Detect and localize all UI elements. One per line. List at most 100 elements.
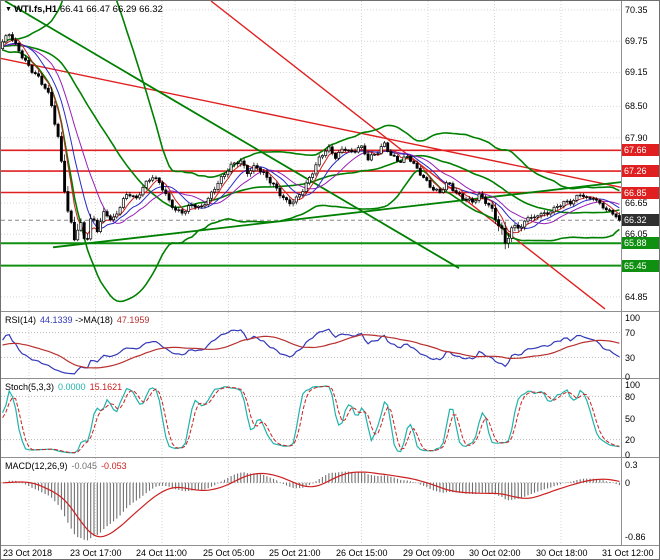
stoch-tick-label: 80 [625, 391, 636, 402]
ohlc-values: 66.41 66.47 66.29 66.32 [59, 4, 163, 15]
candle [59, 136, 63, 162]
candle [542, 212, 546, 215]
candle [565, 200, 569, 203]
candle [144, 180, 148, 188]
rsi-panel-chart[interactable] [1, 312, 660, 378]
candle [177, 209, 181, 211]
symbol-timeframe-label: WTI.fs,H1 [13, 4, 58, 15]
price-tick-label: 70.35 [625, 4, 648, 15]
price-level-label-66.32[interactable]: 66.32 [622, 214, 659, 226]
candle [164, 189, 168, 195]
stoch-panel-chart[interactable] [1, 379, 660, 457]
bollinger-lower [2, 49, 620, 303]
candle [268, 177, 272, 184]
trendline [1, 57, 622, 188]
candle [4, 35, 8, 43]
candle [317, 156, 321, 166]
price-level-label-67.26[interactable]: 67.26 [622, 165, 659, 177]
candle [366, 153, 370, 161]
candle [506, 237, 510, 244]
candle [170, 199, 174, 208]
price-tick-label: 69.75 [625, 36, 648, 47]
candle [510, 227, 514, 239]
candle [396, 155, 399, 162]
candle [50, 91, 54, 106]
ma16-line [2, 43, 620, 225]
candle [503, 227, 507, 244]
time-axis-label: 25 Oct 21:00 [269, 548, 321, 558]
price-level-label-65.88[interactable]: 65.88 [622, 237, 659, 249]
candle [516, 224, 520, 229]
rsi-tick-label: 100 [625, 313, 641, 323]
candle [210, 191, 213, 199]
candle [249, 170, 253, 175]
main-price-chart[interactable] [1, 1, 660, 311]
candle [125, 194, 129, 199]
candle [24, 57, 27, 61]
price-level-label-67.66[interactable]: 67.66 [622, 144, 659, 156]
macd-signal-value: -0.053 [101, 461, 127, 471]
candle [239, 160, 243, 165]
candle [546, 212, 550, 215]
rsi-indicator-name: RSI(14) [5, 315, 37, 325]
candle [409, 156, 412, 162]
candle [167, 193, 171, 201]
candle [203, 204, 207, 207]
candle [236, 162, 240, 165]
candle [363, 145, 367, 155]
panel-divider[interactable] [1, 457, 659, 458]
time-axis-label: 25 Oct 05:00 [203, 548, 255, 558]
candle [467, 198, 471, 201]
candle [148, 179, 151, 182]
price-tick-label: 64.85 [625, 291, 648, 302]
candle [480, 193, 484, 198]
candle [43, 84, 47, 89]
candle [523, 220, 527, 228]
candle [108, 215, 112, 221]
time-axis-label: 30 Oct 02:00 [469, 548, 521, 558]
candle [539, 213, 543, 217]
candle [174, 207, 178, 211]
panel-divider[interactable] [1, 545, 659, 546]
candle [461, 193, 465, 200]
panel-divider[interactable] [1, 311, 659, 312]
candle [526, 217, 530, 222]
candle [40, 75, 44, 85]
rsi-ma-value: 47.1959 [116, 315, 150, 325]
candle [399, 160, 403, 163]
candle [82, 222, 86, 239]
macd-tick-label: 0 [625, 478, 631, 489]
price-level-label-65.45[interactable]: 65.45 [622, 260, 659, 272]
macd-panel-chart[interactable] [1, 458, 660, 545]
candle [402, 156, 406, 163]
price-tick-label: 66.05 [625, 229, 648, 240]
ma5-line [2, 38, 620, 235]
trendline [4, 1, 460, 269]
candle [99, 221, 102, 232]
candle [471, 198, 474, 203]
candle [1, 41, 5, 50]
bollinger-upper [2, 1, 620, 192]
candle [66, 191, 70, 212]
candle [79, 222, 83, 231]
macd-header: MACD(12,26,9) -0.045 -0.053 [5, 461, 127, 471]
price-level-label-66.85[interactable]: 66.85 [622, 187, 659, 199]
candle [552, 206, 556, 213]
candle [141, 187, 145, 196]
candle [275, 183, 279, 189]
time-axis-label: 23 Oct 17:00 [70, 548, 122, 558]
stoch-tick-label: 20 [625, 435, 636, 446]
rsi-line [2, 328, 620, 375]
candle [412, 161, 416, 164]
candle [46, 87, 50, 93]
candle [76, 229, 80, 241]
candle [601, 202, 605, 209]
macd-indicator-name: MACD(12,26,9) [5, 461, 68, 471]
candle [17, 42, 21, 52]
candle [608, 209, 612, 211]
panel-divider[interactable] [1, 378, 659, 379]
candle [415, 163, 419, 169]
candle [30, 65, 34, 73]
candle [118, 207, 122, 215]
price-tick-label: 68.50 [625, 101, 648, 112]
